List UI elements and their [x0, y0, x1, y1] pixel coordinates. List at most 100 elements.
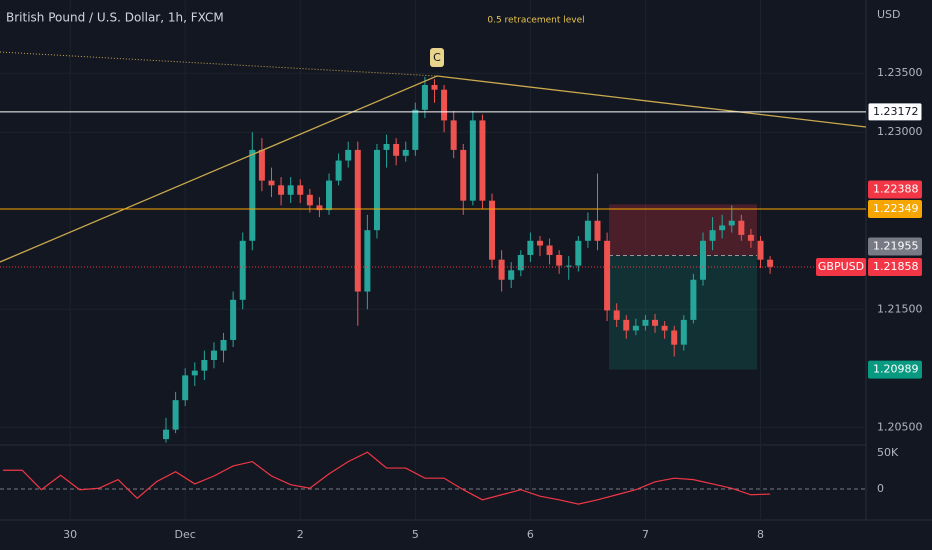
candle-body	[402, 149, 409, 156]
candle-body	[287, 185, 294, 195]
candle-body	[489, 200, 496, 260]
price-tag	[867, 102, 923, 122]
candle-body	[565, 265, 572, 267]
candle-body	[364, 230, 371, 292]
stop-zone	[609, 204, 757, 256]
candle-body	[163, 429, 170, 440]
candle-body	[594, 220, 601, 241]
symbol-tag-label: GBPUSD	[818, 260, 864, 273]
candle-body	[172, 400, 179, 430]
candle-body	[671, 330, 678, 345]
candle-body	[536, 240, 543, 246]
candle-body	[498, 259, 505, 280]
price-tag-label: 1.23172	[873, 105, 919, 118]
candle-body	[690, 279, 697, 320]
candle-body	[249, 149, 256, 241]
price-tag-label: 1.22349	[873, 202, 919, 215]
candle-body	[469, 120, 476, 201]
candle-body	[191, 370, 198, 376]
candle-body	[613, 310, 620, 320]
candle-body	[182, 375, 189, 401]
candle-body	[709, 230, 716, 241]
candle-body	[747, 234, 754, 241]
candle-body	[230, 299, 237, 340]
dotted-trend-line	[0, 51, 438, 77]
price-tag-label: 1.20989	[873, 363, 919, 376]
marker-box	[430, 48, 444, 67]
candle-body	[201, 360, 208, 371]
osc-tick-label: 0	[877, 482, 884, 495]
candle-body	[383, 144, 390, 150]
target-zone	[609, 255, 757, 370]
candle-body	[335, 160, 342, 181]
candle-body	[728, 220, 735, 226]
y-tick-label: 1.23000	[877, 125, 923, 138]
candle-body	[258, 149, 265, 181]
price-tag-label: 1.22388	[873, 182, 919, 195]
candle-body	[623, 319, 630, 331]
candle-body	[421, 84, 428, 110]
candle-body	[220, 339, 227, 351]
candle-body	[699, 240, 706, 280]
x-tick-label: 5	[412, 528, 419, 541]
price-tag-label: 1.21858	[873, 260, 919, 273]
price-tag	[868, 360, 922, 379]
candle-body	[546, 245, 553, 255]
candle-body	[268, 180, 275, 186]
candle-body	[278, 185, 285, 195]
candle-body	[316, 205, 323, 211]
candle-body	[412, 109, 419, 150]
candle-body	[297, 185, 304, 195]
symbol-tag	[816, 258, 866, 276]
candle-body	[431, 84, 438, 90]
candle-body	[556, 254, 563, 266]
candle-body	[738, 220, 745, 235]
x-tick-label: 6	[527, 528, 534, 541]
y-tick-label: 1.20500	[877, 420, 923, 433]
levels: 1.23172 1.22388 1.22349 1.21955 1.21858 1.209…	[0, 102, 923, 379]
annotation: 0.5 retracement level	[487, 16, 584, 26]
candle-body	[642, 319, 649, 326]
price-tag	[868, 237, 922, 256]
candle-body	[441, 89, 448, 121]
candle-body	[584, 220, 591, 241]
candle-body	[652, 319, 659, 326]
x-tick-label: 8	[757, 528, 764, 541]
osc-tick-label: 50K	[877, 446, 899, 459]
candle-body	[373, 149, 380, 231]
candle-body	[450, 120, 457, 150]
candle-body	[345, 149, 352, 161]
x-tick-label: 30	[63, 528, 77, 541]
candle-body	[757, 240, 764, 260]
candle-body	[239, 240, 246, 300]
trend-line	[0, 75, 867, 263]
position-zones	[609, 204, 757, 370]
candle-body	[767, 259, 774, 267]
candle-body	[326, 180, 333, 211]
candle-body	[632, 325, 639, 331]
chart-title: British Pound / U.S. Dollar, 1h, FXCM	[6, 11, 224, 25]
oscillator-line	[3, 451, 771, 505]
candle-body	[575, 240, 582, 266]
price-tag	[868, 180, 922, 199]
candle-body	[680, 319, 687, 345]
oscillator	[0, 451, 866, 505]
candle-body	[719, 225, 726, 231]
candle-body	[517, 254, 524, 271]
candle-body	[661, 325, 668, 331]
candle-body	[604, 240, 611, 311]
candle-body	[527, 240, 534, 255]
candle-body	[210, 350, 217, 361]
x-tick-label: 7	[642, 528, 649, 541]
price-tag	[868, 200, 922, 219]
candle-body	[479, 120, 486, 201]
candle-body	[393, 144, 400, 156]
candle-body	[508, 270, 515, 280]
y-tick-label: 1.23500	[877, 66, 923, 79]
currency-label: USD	[877, 8, 901, 21]
candle-body	[354, 149, 361, 292]
candles	[163, 76, 774, 443]
price-tag-label: 1.21955	[873, 240, 919, 253]
